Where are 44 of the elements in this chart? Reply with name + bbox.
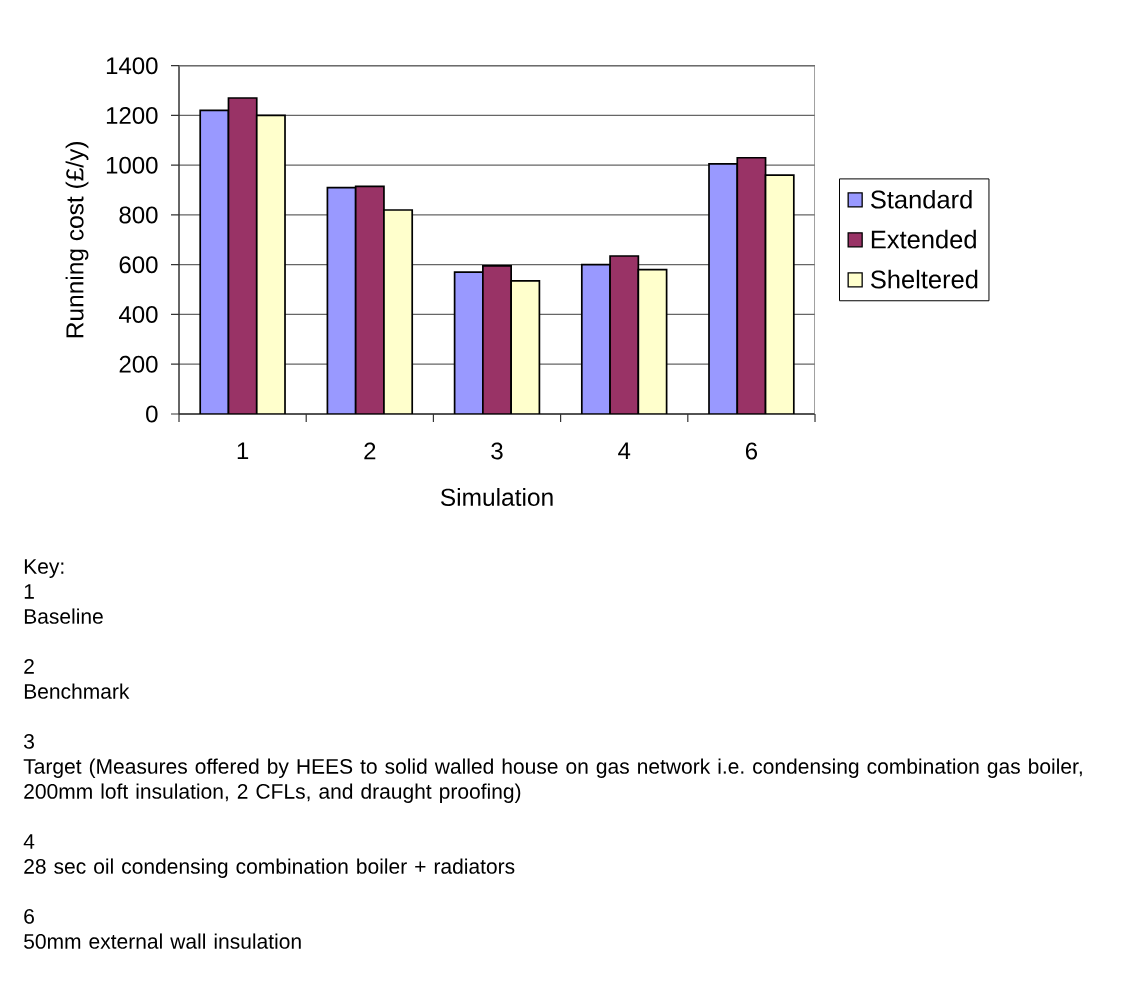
bar	[255, 114, 286, 414]
legend-label: Extended	[871, 229, 976, 249]
bar	[482, 265, 512, 414]
y-tick-label: 0	[146, 405, 158, 423]
text: Baseline	[24, 608, 103, 624]
bar	[354, 185, 385, 414]
text: 50mm external wall insulation	[24, 933, 301, 949]
text: 1	[24, 584, 34, 599]
bar	[609, 255, 640, 414]
bar	[510, 280, 541, 414]
bar	[764, 174, 795, 414]
bar	[383, 209, 414, 414]
y-tick-label: 1000	[106, 156, 158, 174]
text: 3	[24, 733, 34, 749]
legend-label: Sheltered	[870, 269, 978, 289]
bar	[199, 109, 230, 414]
legend-label: Standard	[870, 189, 972, 209]
text: 2	[24, 658, 34, 674]
text: 4	[23, 834, 35, 849]
x-tick-label: 2	[364, 442, 376, 460]
bar	[453, 271, 484, 414]
text: Key:	[24, 559, 64, 578]
y-tick-label: 800	[119, 206, 158, 224]
x-axis-title: Simulation	[440, 487, 553, 506]
bar	[708, 163, 739, 414]
bar	[637, 268, 668, 414]
bar	[326, 186, 357, 414]
y-axis-title: Running cost (£/y)	[65, 141, 89, 338]
bar	[736, 156, 767, 414]
y-tick-label: 400	[118, 305, 158, 323]
y-tick-label: 1400	[106, 57, 158, 75]
text: Benchmark	[24, 683, 130, 699]
y-tick-label: 200	[119, 355, 158, 373]
y-tick-label: 1200	[106, 106, 158, 124]
x-tick-label: 1	[237, 442, 249, 460]
x-tick-label: 3	[491, 442, 503, 460]
bar	[227, 97, 258, 414]
bar	[580, 263, 611, 414]
x-tick-label: 4	[618, 442, 631, 460]
text: Target (Measures offered by HEES to solid walled house on gas network i.e. condensing combination gas boiler, 200mm loft insulation, 2 CFLs, and draught proofing)	[23, 758, 1082, 803]
y-tick-label: 600	[119, 256, 158, 274]
text: 6	[24, 908, 34, 924]
text: 28 sec oil condensing combination boiler + radiators	[24, 858, 515, 878]
x-tick-label: 6	[745, 442, 758, 460]
